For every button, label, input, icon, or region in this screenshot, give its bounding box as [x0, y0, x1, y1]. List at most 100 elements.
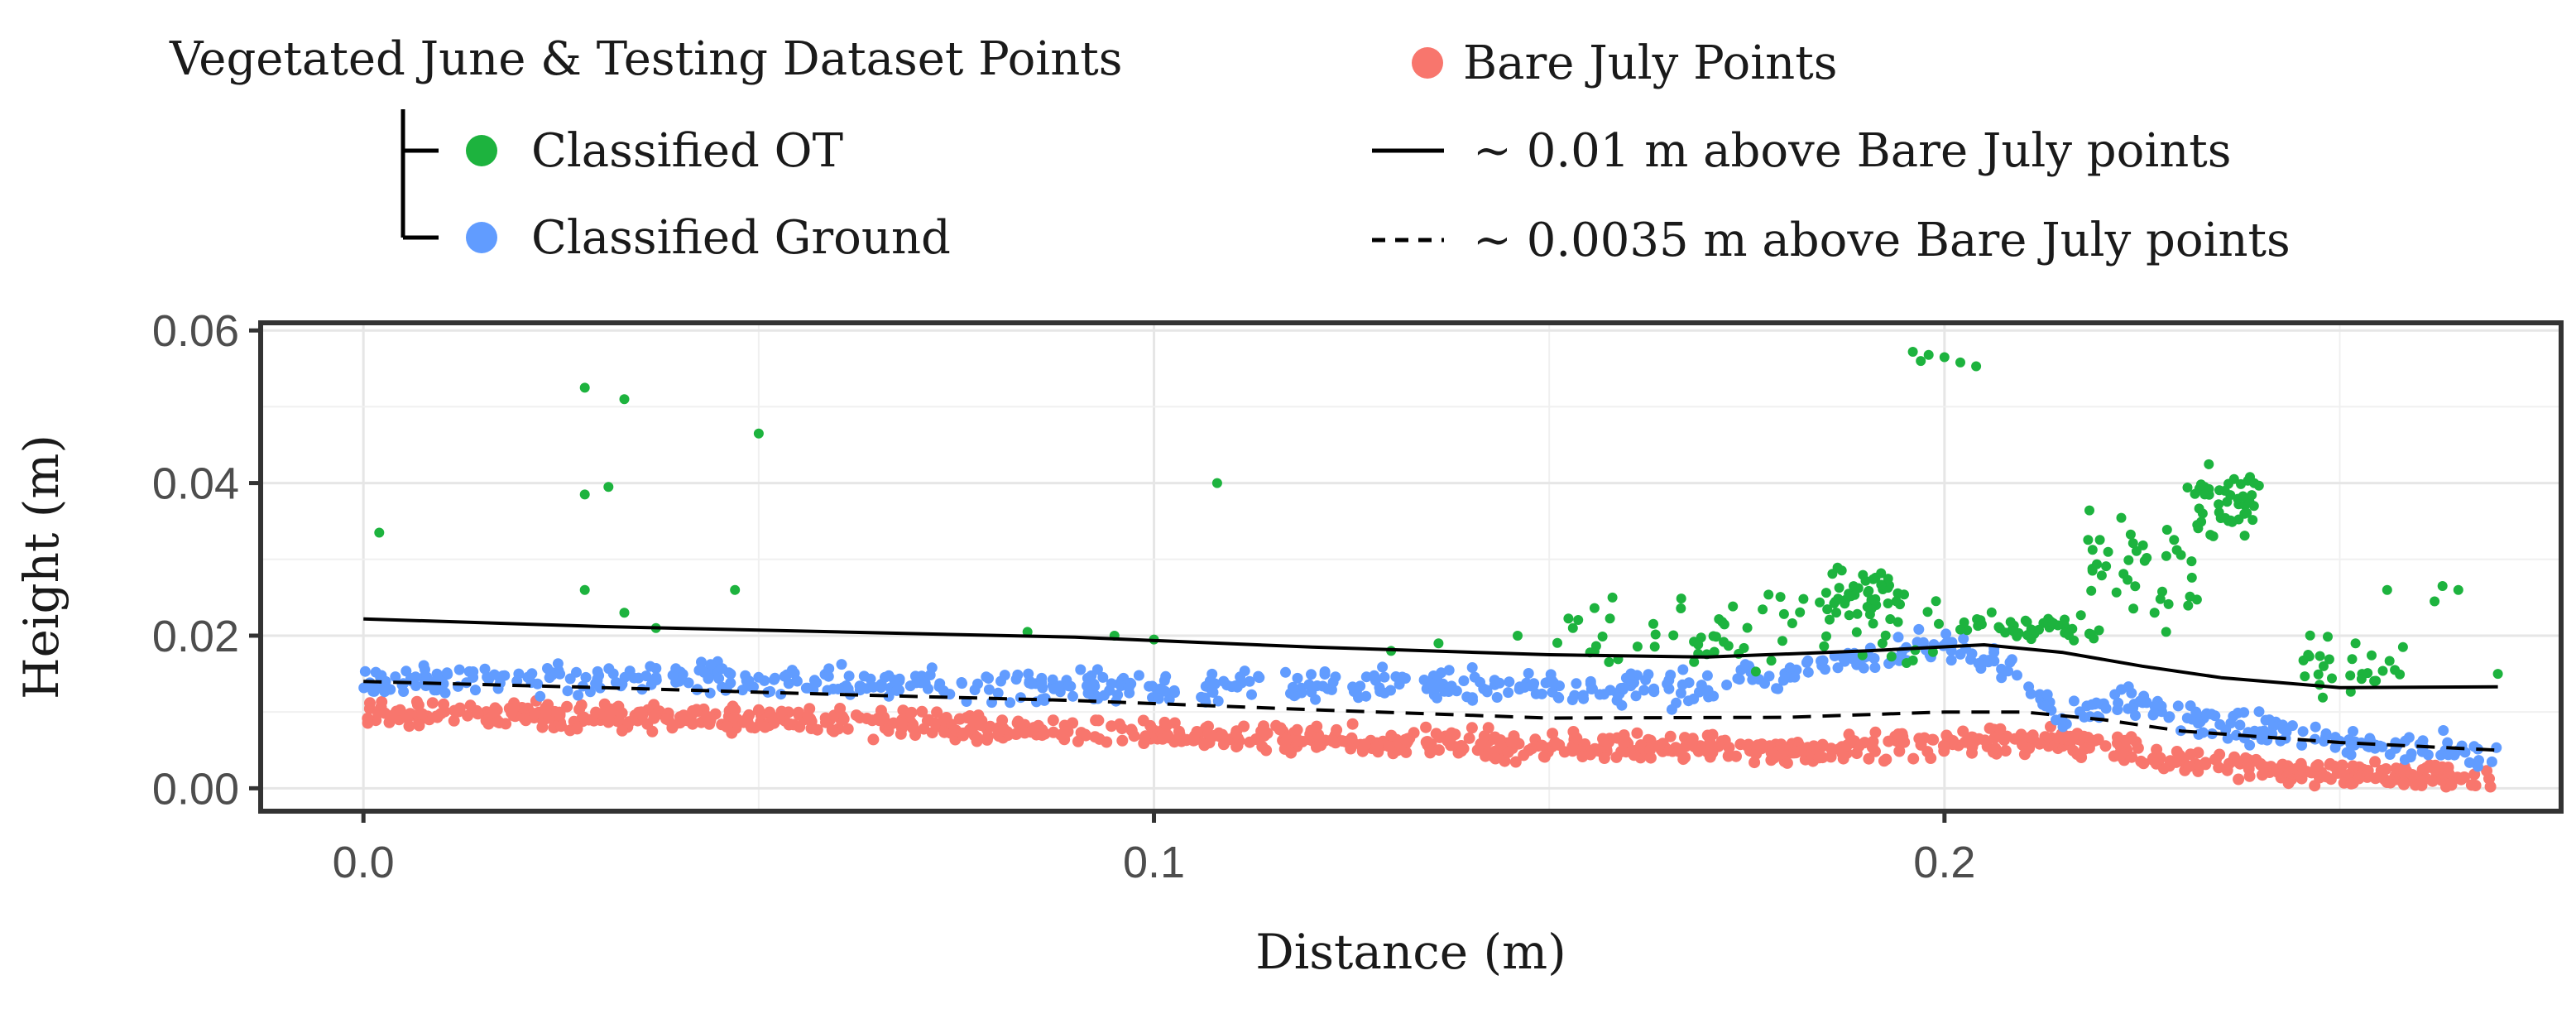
classified-ot-point [1433, 638, 1444, 649]
bare-july-point [1825, 751, 1837, 763]
classified-ot-point [1604, 656, 1614, 667]
classified-ot-point [2182, 483, 2193, 492]
classified-ot-point [1650, 629, 1661, 640]
bare-july-point [1270, 719, 1283, 732]
bare-july-point [1359, 738, 1371, 751]
classified-ground-point [2123, 703, 2134, 714]
bare-july-point [2150, 757, 2162, 770]
classified-ground-point [1210, 678, 1221, 689]
bare-july-point [2458, 771, 2470, 783]
bare-july-point [1869, 726, 1882, 738]
classified-ot-point [2236, 478, 2246, 489]
bare-july-point [2397, 776, 2410, 789]
bare-july-point [1471, 744, 1484, 757]
classified-ground-point [1303, 679, 1315, 690]
legend-label-solid-line: ~ 0.01 m above Bare July points [1473, 124, 2232, 178]
classified-ot-point [1607, 592, 1618, 603]
classified-ground-point [390, 671, 401, 683]
y-axis-label: Height (m) [13, 435, 70, 699]
bare-july-point [464, 699, 477, 712]
classified-ground-point [2320, 731, 2331, 742]
classified-ground-point [2230, 729, 2242, 741]
classified-ot-point [1710, 632, 1721, 642]
bare-july-point [984, 720, 996, 733]
bare-july-point [1161, 719, 1173, 732]
classified-ground-point [2234, 719, 2246, 731]
legend-group-title: Vegetated June & Testing Dataset Points [169, 32, 1123, 86]
bare-july-point [1723, 742, 1735, 754]
classified-ot-point [579, 489, 590, 500]
bare-july-point [362, 717, 374, 729]
bare-july-point [2406, 769, 2419, 781]
classified-ot-point [2208, 531, 2219, 541]
bare-july-point [1420, 721, 1432, 733]
classified-ground-point [619, 671, 631, 683]
bare-july-point [1058, 733, 1071, 746]
bare-july-point [1610, 751, 1623, 763]
classified-ground-point [1169, 687, 1180, 699]
classified-ground-point [1082, 680, 1092, 692]
bare-july-point [1984, 722, 1996, 734]
bare-july-point [700, 710, 712, 722]
bare-july-point [571, 723, 583, 735]
classified-ot-point [2161, 627, 2171, 637]
classified-ot-point [1795, 607, 1806, 617]
bare-july-point [394, 704, 406, 716]
bare-july-point [1644, 734, 1657, 747]
classified-ground-point [1675, 687, 1686, 699]
classified-ground-point [894, 685, 905, 696]
classified-ground-point [2068, 695, 2080, 707]
classified-ground-point [1098, 689, 1110, 701]
classified-ot-point [2194, 503, 2204, 514]
classified-ot-point [1750, 666, 1761, 677]
classified-ot-point [579, 584, 590, 595]
bare-july-point [1816, 738, 1829, 751]
classified-ground-point [1292, 672, 1303, 684]
classified-ground-point [808, 675, 820, 686]
bare-july-point [426, 697, 439, 709]
bare-july-point [518, 712, 530, 724]
classified-ground-point [1159, 685, 1171, 697]
bare-july-point [1893, 745, 1906, 757]
classified-ground-point [1393, 672, 1403, 684]
classified-ground-point [2075, 706, 2085, 718]
classified-ground-point [883, 690, 895, 702]
classified-ground-point [1317, 680, 1329, 692]
bare-july-point [2213, 762, 2225, 774]
classified-ground-point [2435, 749, 2447, 761]
classified-ground-point [2164, 711, 2175, 723]
classified-ot-point [1728, 601, 1739, 612]
classified-ground-point [580, 671, 592, 683]
classified-ot-point [579, 382, 590, 393]
classified-ot-point [1766, 656, 1777, 666]
classified-ground-point [1523, 668, 1534, 679]
classified-ot-point [2094, 625, 2104, 636]
bare-july-point [1679, 752, 1691, 764]
bare-july-point [677, 714, 689, 727]
classified-ground-point [2113, 697, 2124, 709]
classified-ground-point [1244, 675, 1255, 687]
classified-ground-point [1721, 680, 1733, 690]
classified-ground-point [1965, 654, 1976, 665]
solid-threshold-line [363, 617, 2498, 689]
classified-ground-point [1763, 670, 1775, 682]
classified-ground-point [2086, 699, 2098, 710]
classified-ot-point [1876, 568, 1887, 579]
classified-ot-point [2377, 665, 2388, 676]
classified-ground-point [418, 660, 429, 671]
classified-ground-point [479, 663, 491, 675]
bare-july-point [438, 698, 450, 710]
bare-july-point [2099, 740, 2112, 752]
bare-july-point [1345, 742, 1357, 755]
classified-ot-point [1877, 638, 1888, 649]
bare-july-point [1927, 733, 1940, 746]
bare-july-point [1216, 728, 1228, 741]
bare-july-point [1188, 734, 1201, 747]
bare-july-point [1907, 752, 1920, 765]
y-tick-label: 0.04 [152, 459, 239, 509]
bare-july-point [2259, 761, 2271, 773]
bare-july-point [1549, 737, 1561, 749]
bare-july-point [1162, 729, 1174, 742]
bare-july-point [866, 714, 879, 727]
